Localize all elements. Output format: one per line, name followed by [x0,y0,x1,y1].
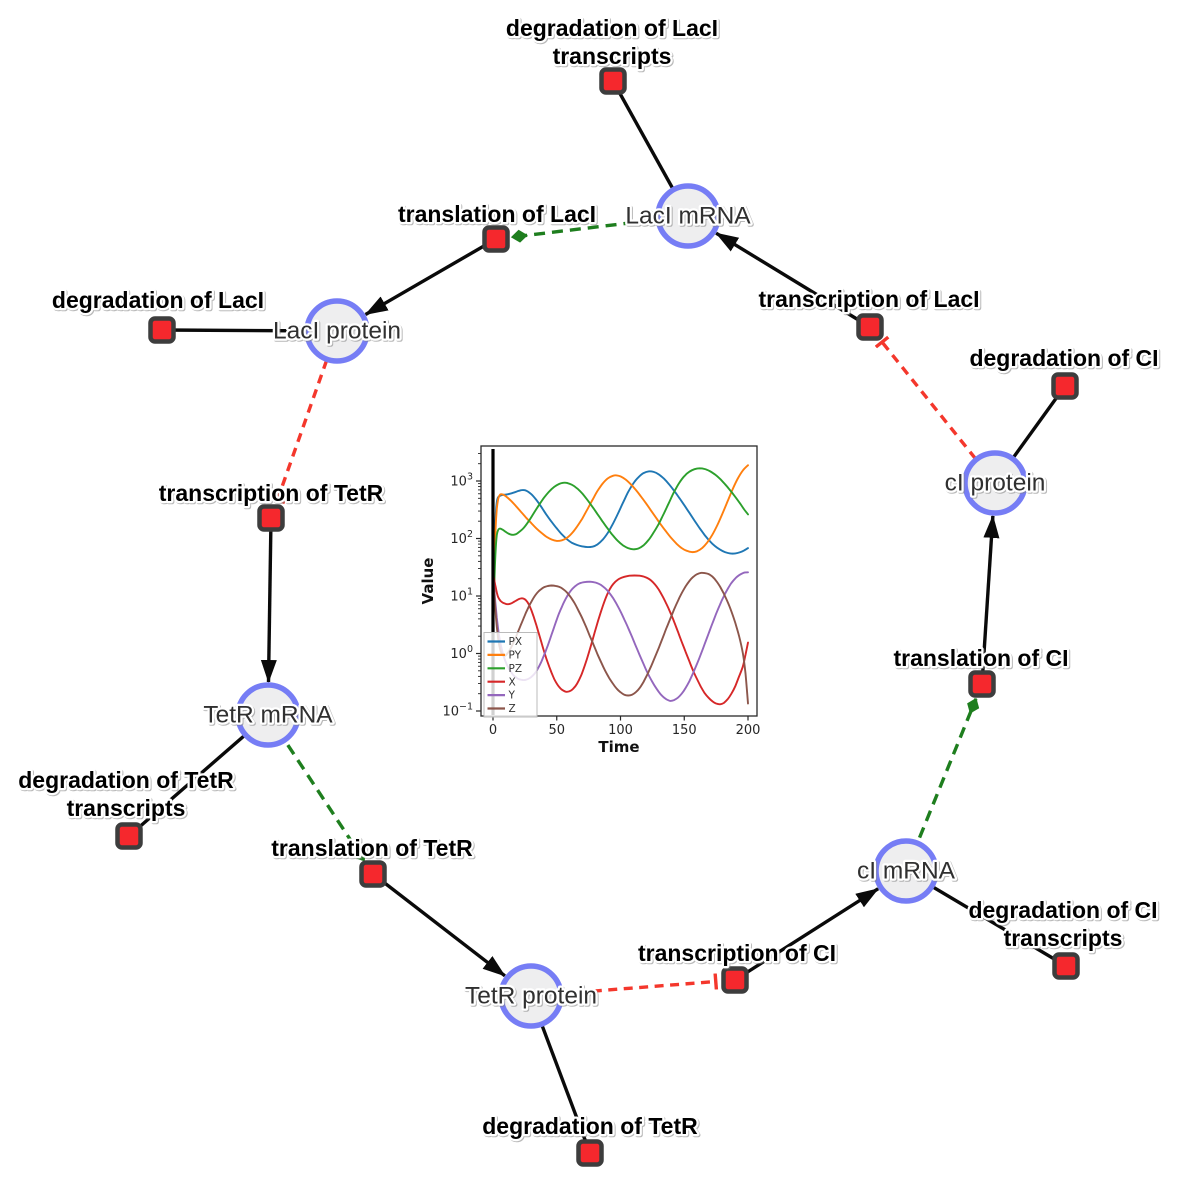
species-label-tetr_mrna: TetR mRNA [203,702,333,729]
reaction-label-deg_ci_tr-line2: transcripts [1004,925,1123,951]
chart-legend-frame [483,632,538,718]
species-node-ci_prot [962,450,1028,516]
edge-product-transcr_laci-to-laci_mrna [715,231,871,329]
reaction-label-transcr_ci: transcription of CI [638,940,836,966]
species-node-ci_mrna [873,838,939,904]
reaction-label-transcr_tetr: transcription of TetR [159,480,384,506]
chart-series-PY [492,464,749,645]
chart-xlabel: Time [598,738,639,756]
reaction-node-transl_laci [482,225,510,253]
reaction-node-deg_tetr [576,1139,604,1167]
legend-label-Z: Z [509,703,516,715]
reaction-node-transl_ci [968,670,996,698]
reaction-label-transl_ci: translation of CI [893,645,1068,671]
chart-series-PZ [492,467,749,645]
chart-series-group [491,449,749,715]
chart-xtick-label: 200 [736,723,761,738]
species-label-ci_mrna: cI mRNA [857,858,956,885]
legend-label-PX: PX [509,636,523,648]
chart-xtick-label: 0 [489,723,497,738]
reaction-label-deg_laci_tr: degradation of LacI [506,15,718,41]
chart-axes-spine [480,445,758,717]
legend-label-PZ: PZ [509,663,523,675]
reaction-label-transcr_laci: transcription of LacI [758,286,979,312]
reaction-node-transcr_laci [856,313,884,341]
reaction-label-transl_laci: translation of LacI [398,201,596,227]
reaction-label-deg_ci: degradation of CI [969,345,1158,371]
reaction-node-deg_ci [1051,372,1079,400]
edge-product-transl_laci-to-laci_prot [364,237,497,316]
reaction-node-deg_laci [148,316,176,344]
species-node-laci_prot [304,298,370,364]
reaction-label-deg_laci_tr-line2: transcripts [553,43,672,69]
species-node-tetr_mrna [235,682,301,748]
edge-modifier-laci_mrna-to-transl_laci [510,214,689,243]
reaction-label-deg_tetr_tr-line2: transcripts [67,795,186,821]
chart-ytick-label: 10−1 [442,702,473,720]
legend-label-PY: PY [509,650,522,662]
nodes-layer [115,67,1080,1167]
reaction-label-deg_tetr: degradation of TetR [482,1113,698,1139]
reaction-node-transcr_tetr [257,504,285,532]
chart-ytick-label: 103 [450,472,473,490]
reaction-label-deg_laci: degradation of LacI [52,287,264,313]
chart-xtick-label: 150 [672,723,697,738]
edge-product-transcr_tetr-to-tetr_mrna [260,517,277,684]
edge-product-transl_tetr-to-tetr_prot [371,872,506,978]
chart-xtick-label: 50 [548,723,565,738]
legend-label-X: X [509,676,516,688]
species-node-tetr_prot [498,963,564,1029]
chart-ylabel: Value [419,558,437,605]
reaction-node-transl_tetr [359,860,387,888]
legend-label-Y: Y [508,690,516,702]
reaction-label-transl_tetr: translation of TetR [271,835,473,861]
species-label-laci_prot: LacI protein [273,318,401,345]
reaction-label-deg_ci_tr: degradation of CI [968,897,1157,923]
chart-ytick-label: 100 [450,644,473,662]
reaction-node-transcr_ci [721,966,749,994]
chart-xtick-label: 100 [608,723,633,738]
chart-ytick-label: 101 [450,587,473,605]
chart-series-PX [492,470,749,645]
species-node-laci_mrna [655,183,721,249]
species-label-ci_prot: cI protein [945,470,1046,497]
edge-product-transl_ci-to-ci_prot [980,514,1000,685]
chart-series-X [492,572,749,706]
reaction-label-deg_tetr_tr: degradation of TetR [18,767,234,793]
reaction-node-deg_laci_tr [599,67,627,95]
chart-ytick-label: 102 [450,529,473,547]
species-label-laci_mrna: LacI mRNA [625,203,751,230]
species-label-tetr_prot: TetR protein [465,983,597,1010]
edge-modifier-tetr_mrna-to-transl_tetr [266,714,366,862]
reaction-node-deg_ci_tr [1052,952,1080,980]
edge-modifier-ci_mrna-to-transl_ci [904,697,980,872]
edge-product-transcr_ci-to-ci_mrna [734,887,880,982]
reaction-node-deg_tetr_tr [115,822,143,850]
labels-layer: LacI mRNA LacI protein TetR mRNA TetR prote… [16,13,1161,1142]
